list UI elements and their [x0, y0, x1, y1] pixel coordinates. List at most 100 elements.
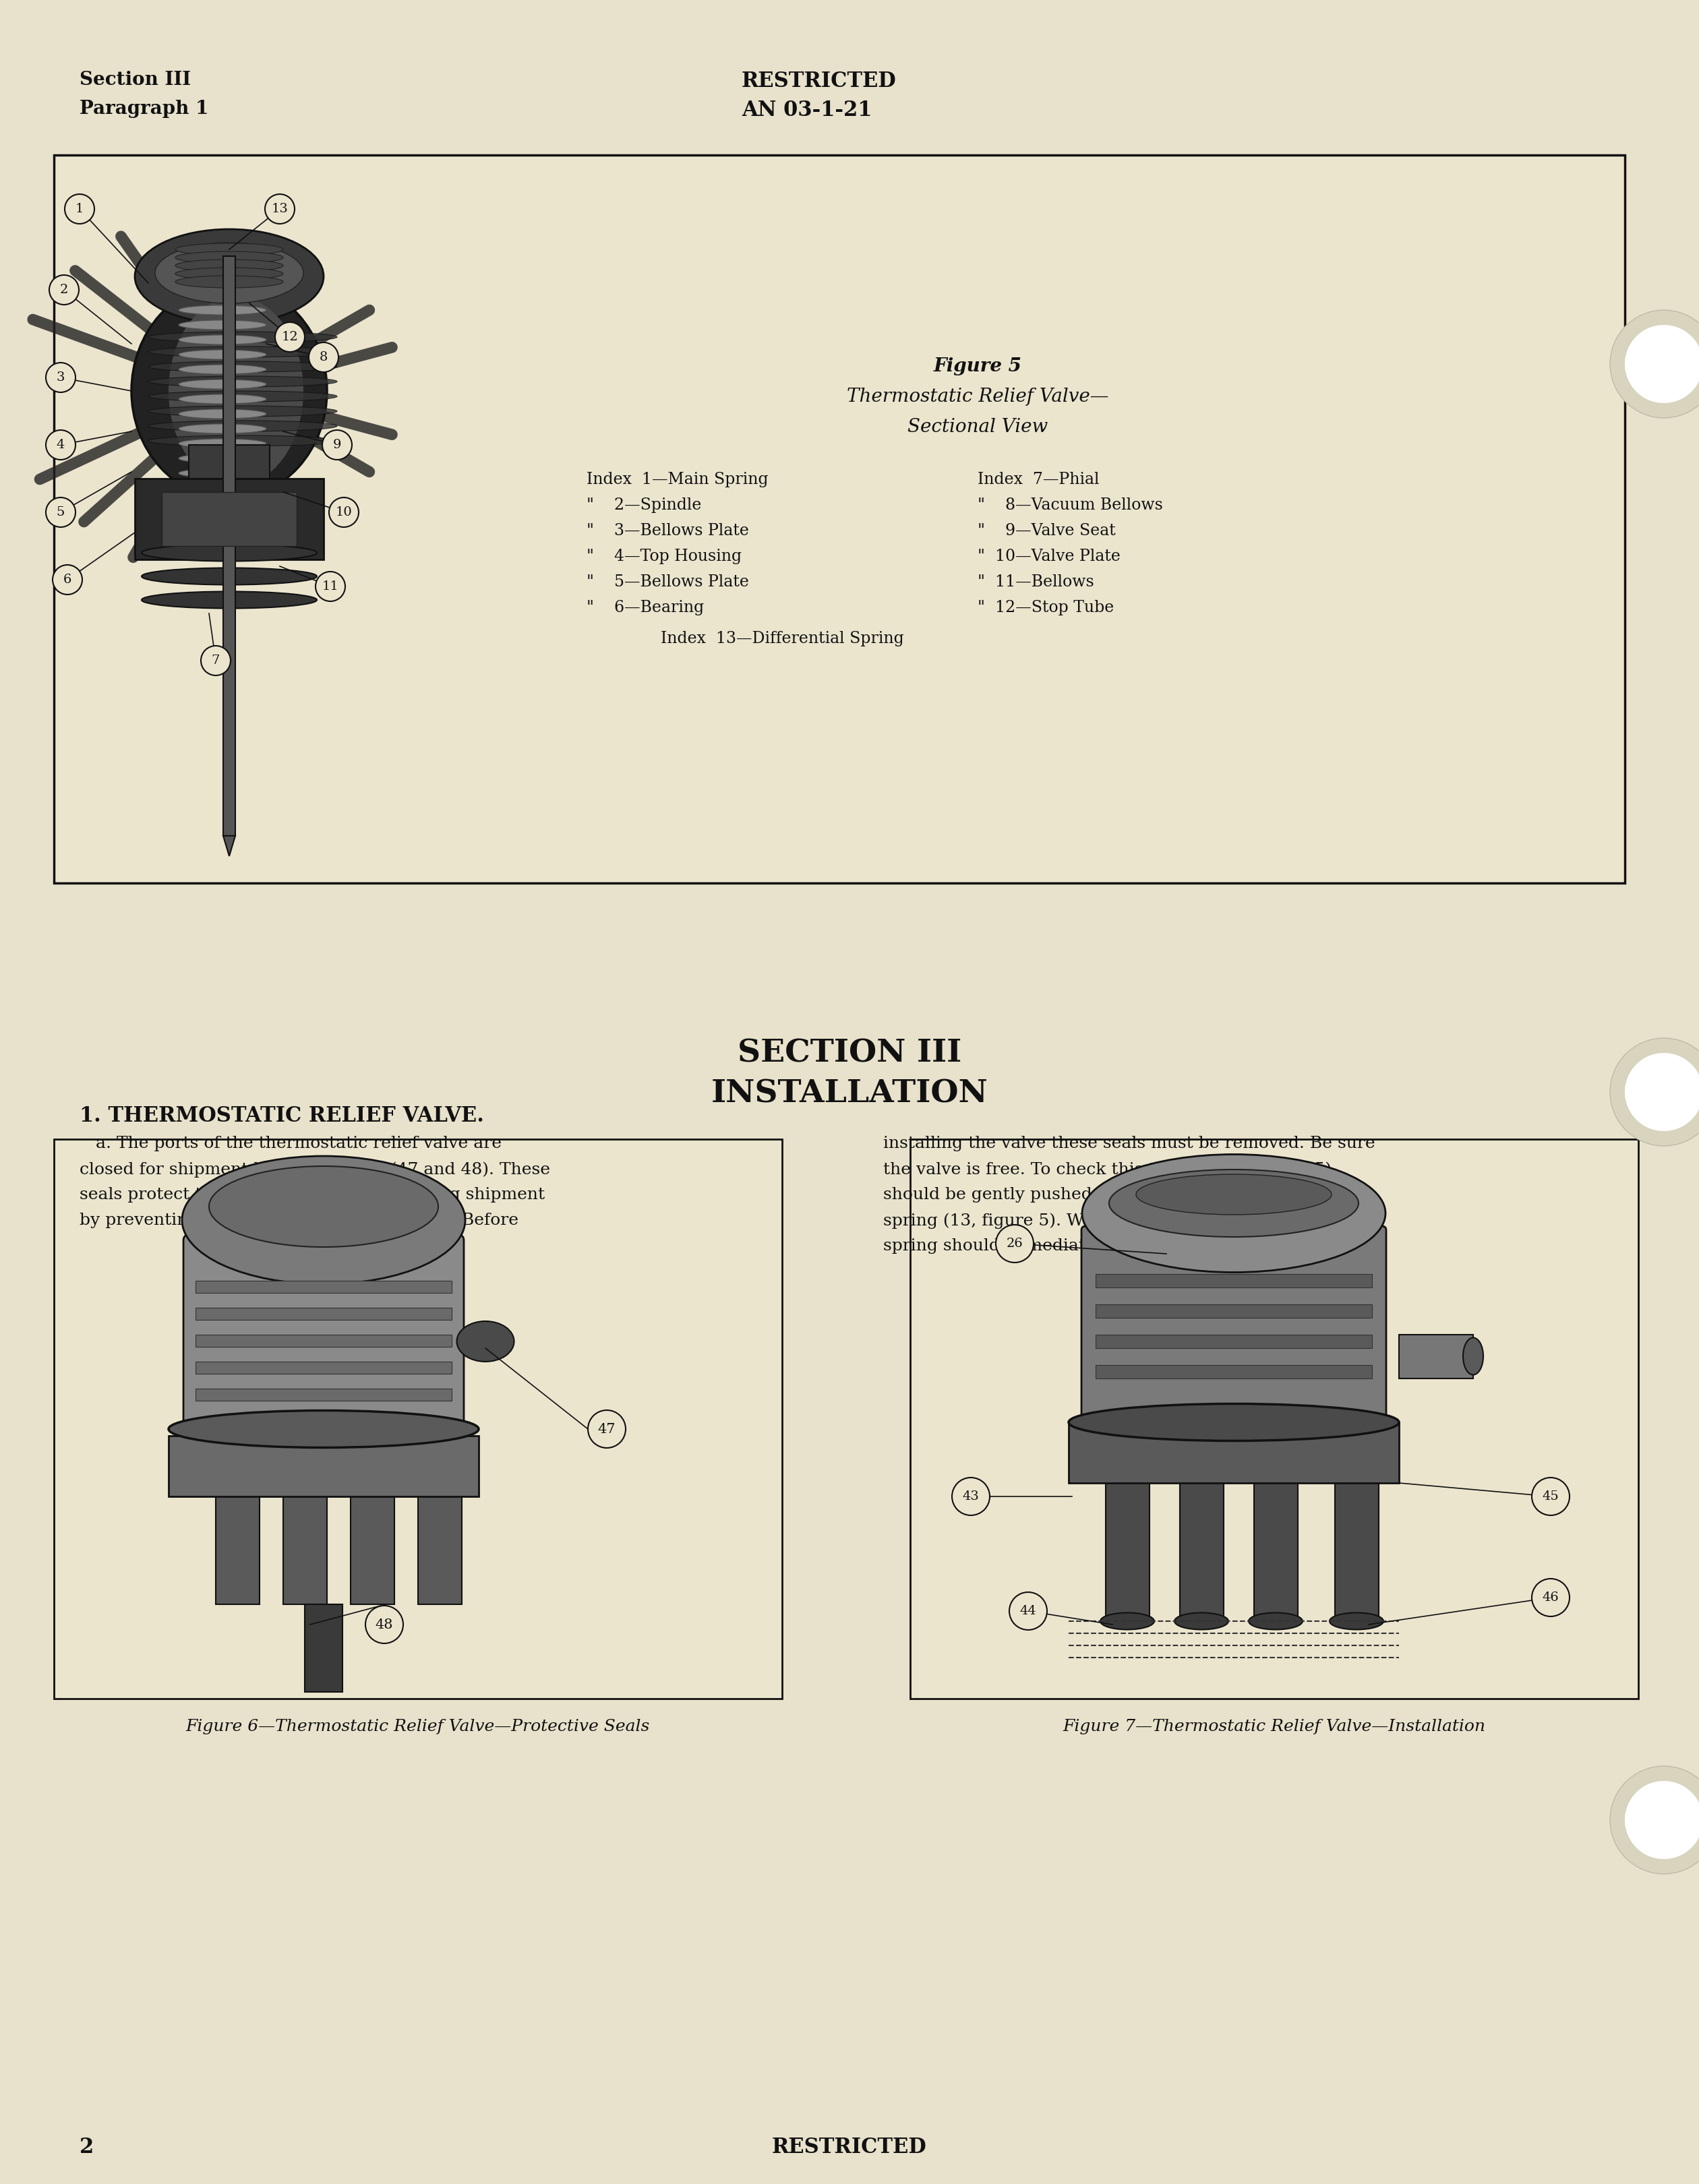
Bar: [1096, 1304, 1373, 1317]
Ellipse shape: [178, 439, 267, 448]
Ellipse shape: [178, 380, 267, 389]
Circle shape: [996, 1225, 1033, 1262]
Text: 10: 10: [335, 507, 352, 518]
Text: 44: 44: [1019, 1605, 1036, 1616]
Bar: [911, 1140, 1638, 1699]
Text: 45: 45: [1543, 1489, 1560, 1503]
Ellipse shape: [148, 435, 336, 446]
Bar: [195, 1389, 452, 1400]
Text: SECTION III: SECTION III: [737, 1037, 962, 1070]
Bar: [1096, 1273, 1373, 1289]
Text: "  11—Bellows: " 11—Bellows: [977, 574, 1094, 590]
Ellipse shape: [148, 406, 336, 417]
Ellipse shape: [1069, 1404, 1398, 1441]
Text: AN 03-1-21: AN 03-1-21: [742, 100, 872, 120]
Text: "    8—Vacuum Bellows: " 8—Vacuum Bellows: [977, 498, 1162, 513]
Ellipse shape: [209, 1166, 438, 1247]
Ellipse shape: [178, 470, 267, 478]
Circle shape: [588, 1411, 625, 1448]
Text: 1: 1: [75, 203, 83, 214]
Text: 13: 13: [272, 203, 289, 214]
Text: 48: 48: [375, 1618, 392, 1631]
Ellipse shape: [148, 332, 336, 343]
Ellipse shape: [134, 229, 323, 323]
Ellipse shape: [148, 360, 336, 371]
Ellipse shape: [1109, 1168, 1359, 1236]
Text: 9: 9: [333, 439, 341, 450]
Ellipse shape: [178, 454, 267, 463]
Text: Figure 6—Thermostatic Relief Valve—Protective Seals: Figure 6—Thermostatic Relief Valve—Prote…: [185, 1719, 651, 1734]
Circle shape: [1624, 1053, 1699, 1131]
Text: a. The ports of the thermostatic relief valve are: a. The ports of the thermostatic relief …: [80, 1136, 501, 1151]
Bar: [418, 1496, 462, 1605]
Ellipse shape: [1137, 1175, 1332, 1214]
Bar: [134, 478, 323, 559]
Text: 43: 43: [962, 1489, 979, 1503]
Bar: [54, 155, 1624, 882]
FancyBboxPatch shape: [183, 1234, 464, 1435]
Circle shape: [1611, 310, 1699, 417]
Text: Index  7—Phial: Index 7—Phial: [977, 472, 1099, 487]
Ellipse shape: [175, 251, 284, 264]
Text: 3: 3: [56, 371, 65, 384]
Text: 12: 12: [282, 332, 299, 343]
Circle shape: [1009, 1592, 1047, 1629]
Text: RESTRICTED: RESTRICTED: [742, 70, 897, 92]
Ellipse shape: [141, 568, 318, 585]
Text: "    4—Top Housing: " 4—Top Housing: [586, 548, 742, 563]
Ellipse shape: [1330, 1612, 1383, 1629]
FancyBboxPatch shape: [1082, 1225, 1386, 1424]
Ellipse shape: [178, 306, 267, 314]
Circle shape: [330, 498, 358, 526]
Text: spring (13, figure 5). When the phial is released this: spring (13, figure 5). When the phial is…: [883, 1212, 1332, 1230]
Ellipse shape: [148, 376, 336, 387]
Bar: [284, 1496, 326, 1605]
Bar: [195, 1361, 452, 1374]
Ellipse shape: [178, 365, 267, 373]
Bar: [1069, 1422, 1398, 1483]
Circle shape: [200, 646, 231, 675]
Ellipse shape: [141, 544, 318, 561]
Ellipse shape: [1101, 1612, 1154, 1629]
Bar: [216, 1496, 260, 1605]
Bar: [1398, 1334, 1473, 1378]
Text: closed for shipment by sealing caps (47 and 48). These: closed for shipment by sealing caps (47 …: [80, 1162, 550, 1177]
Circle shape: [46, 430, 75, 459]
Bar: [1106, 1483, 1150, 1618]
Text: "    3—Bellows Plate: " 3—Bellows Plate: [586, 524, 749, 539]
Text: 11: 11: [323, 581, 338, 592]
Text: Figure 5: Figure 5: [933, 358, 1021, 376]
Text: 46: 46: [1543, 1592, 1560, 1603]
Circle shape: [323, 430, 352, 459]
Ellipse shape: [178, 408, 267, 419]
Bar: [304, 1605, 343, 1693]
Bar: [189, 446, 270, 478]
Text: "    5—Bellows Plate: " 5—Bellows Plate: [586, 574, 749, 590]
Ellipse shape: [178, 395, 267, 404]
Text: "    2—Spindle: " 2—Spindle: [586, 498, 702, 513]
Circle shape: [316, 572, 345, 601]
Text: 7: 7: [212, 655, 219, 666]
Text: Section III: Section III: [80, 70, 190, 90]
Bar: [1096, 1365, 1373, 1378]
Circle shape: [1611, 1767, 1699, 1874]
Bar: [1096, 1334, 1373, 1348]
Ellipse shape: [1174, 1612, 1228, 1629]
Circle shape: [46, 363, 75, 393]
Circle shape: [365, 1605, 403, 1642]
Ellipse shape: [155, 242, 304, 304]
Text: "  12—Stop Tube: " 12—Stop Tube: [977, 601, 1115, 616]
Bar: [350, 1496, 394, 1605]
Circle shape: [65, 194, 95, 223]
Bar: [195, 1280, 452, 1293]
Bar: [195, 1334, 452, 1348]
Circle shape: [1611, 1037, 1699, 1147]
Ellipse shape: [457, 1321, 515, 1361]
Text: RESTRICTED: RESTRICTED: [771, 2136, 928, 2158]
Text: 6: 6: [63, 574, 71, 585]
Ellipse shape: [175, 275, 284, 288]
Text: 2: 2: [80, 2136, 93, 2158]
Bar: [161, 491, 297, 546]
Bar: [168, 1435, 479, 1496]
Text: INSTALLATION: INSTALLATION: [712, 1079, 987, 1109]
